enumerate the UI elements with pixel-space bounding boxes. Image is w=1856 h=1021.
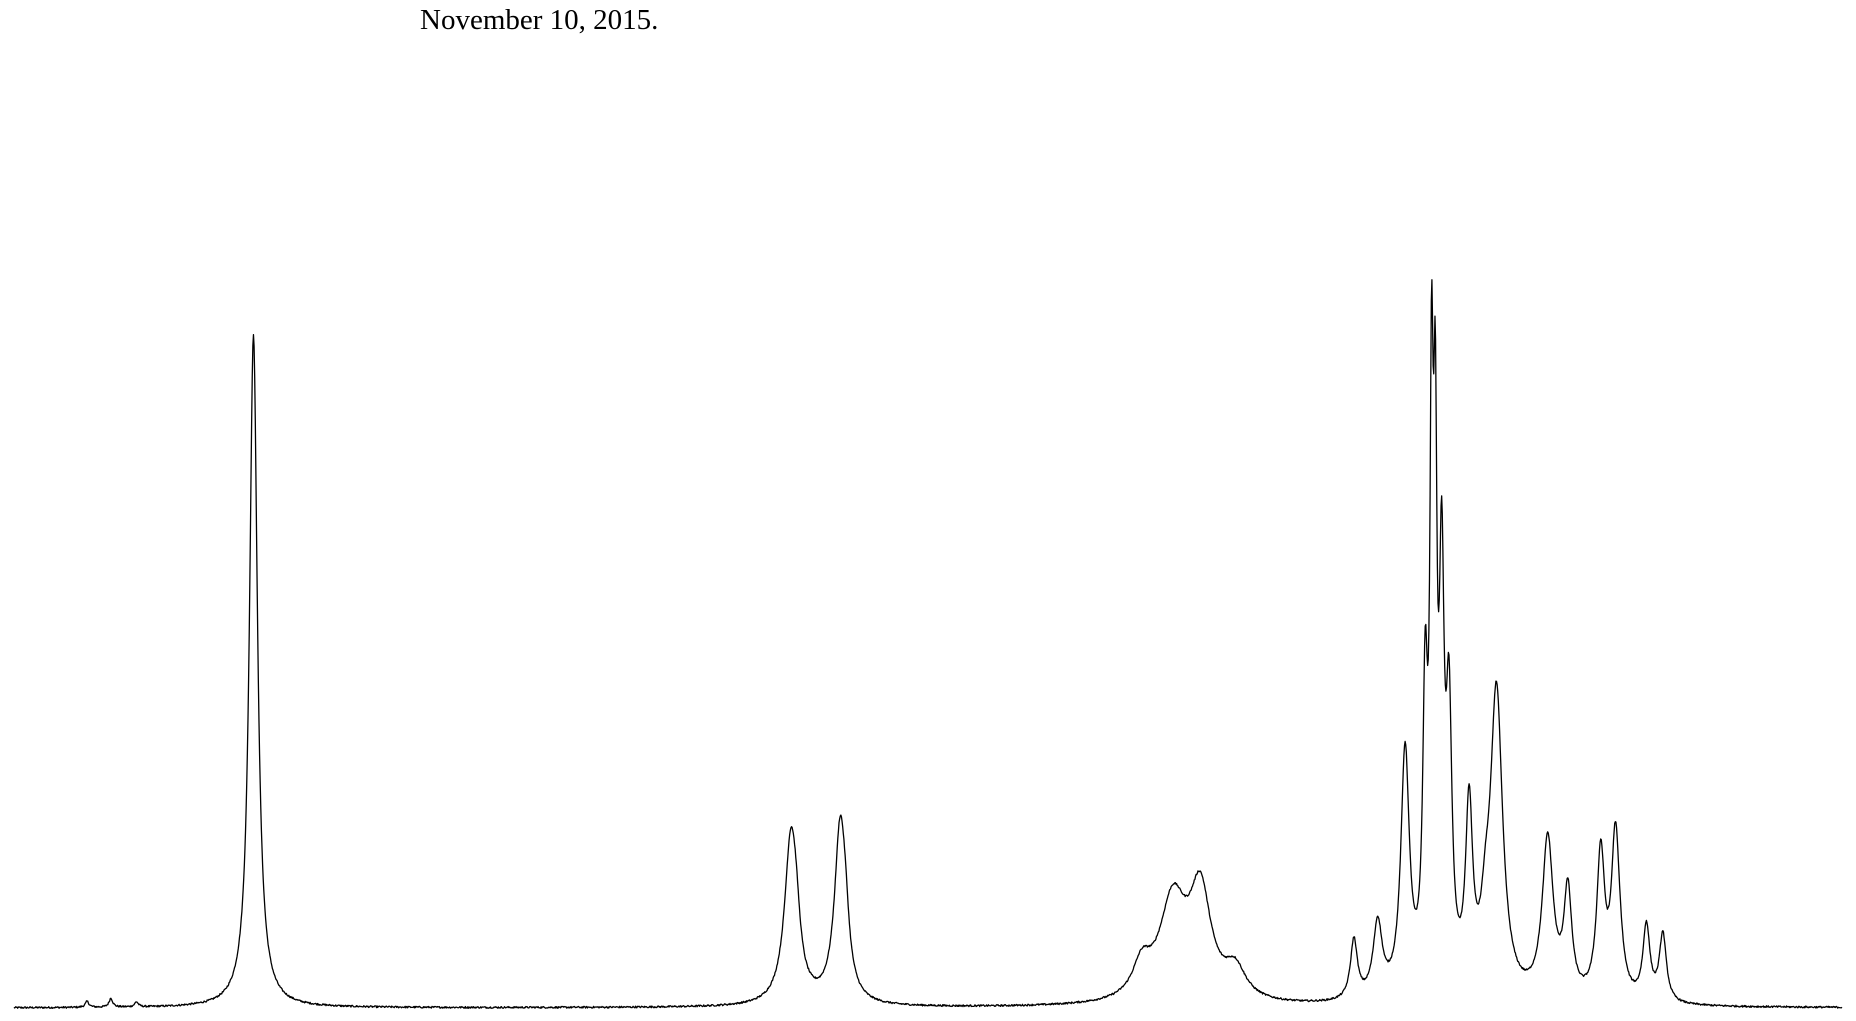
date-label: November 10, 2015. xyxy=(420,4,659,36)
trace-group xyxy=(13,279,1843,1010)
spectrum-trace-line xyxy=(13,279,1843,1010)
